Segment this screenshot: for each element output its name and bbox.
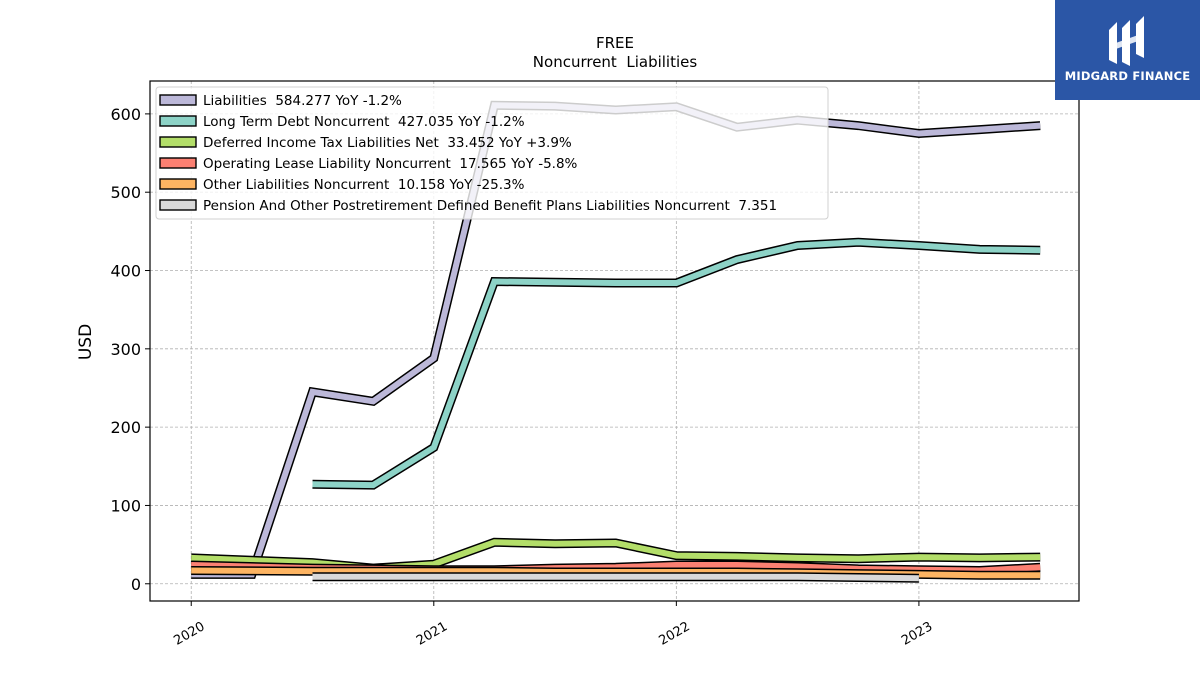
x-ticks: 2020 2021 2022 2023 <box>171 601 935 649</box>
legend-label: Operating Lease Liability Noncurrent 17.… <box>203 156 578 172</box>
y-tick-label: 400 <box>110 262 141 281</box>
legend-label: Pension And Other Postretirement Defined… <box>203 198 777 214</box>
legend-swatch <box>159 199 197 211</box>
brand-mark-icon <box>1109 16 1144 66</box>
brand-logo: MIDGARD FINANCE <box>1055 0 1200 100</box>
series-layer <box>191 100 1041 583</box>
y-tick-label: 0 <box>131 575 141 594</box>
legend: Liabilities 584.277 YoY -1.2% Long Term D… <box>155 86 829 220</box>
legend-swatch <box>159 136 197 148</box>
y-ticks: 0 100 200 300 400 500 600 <box>110 105 150 594</box>
y-tick-label: 600 <box>110 105 141 124</box>
legend-swatch <box>159 94 197 106</box>
y-tick-label: 100 <box>110 496 141 515</box>
x-tick-label: 2021 <box>414 619 450 649</box>
legend-box <box>155 86 829 220</box>
brand-name: MIDGARD FINANCE <box>1064 69 1191 83</box>
legend-label: Long Term Debt Noncurrent 427.035 YoY -1… <box>203 114 525 130</box>
legend-swatch <box>159 157 197 169</box>
series-line <box>312 573 919 582</box>
x-tick-label: 2022 <box>657 619 693 649</box>
x-tick-label: 2020 <box>171 619 207 649</box>
legend-swatch <box>159 115 197 127</box>
y-tick-label: 300 <box>110 340 141 359</box>
y-tick-label: 500 <box>110 183 141 202</box>
series-line <box>312 239 1041 489</box>
y-axis-label: USD <box>76 324 96 360</box>
chart-title: FREE <box>596 34 634 52</box>
x-tick-label: 2023 <box>899 619 935 649</box>
legend-label: Other Liabilities Noncurrent 10.158 YoY … <box>203 177 525 193</box>
legend-label: Liabilities 584.277 YoY -1.2% <box>203 93 402 109</box>
chart-subtitle: Noncurrent Liabilities <box>533 53 698 71</box>
y-tick-label: 200 <box>110 418 141 437</box>
legend-swatch <box>159 178 197 190</box>
plot-frame <box>149 80 1080 602</box>
legend-label: Deferred Income Tax Liabilities Net 33.4… <box>203 135 572 151</box>
